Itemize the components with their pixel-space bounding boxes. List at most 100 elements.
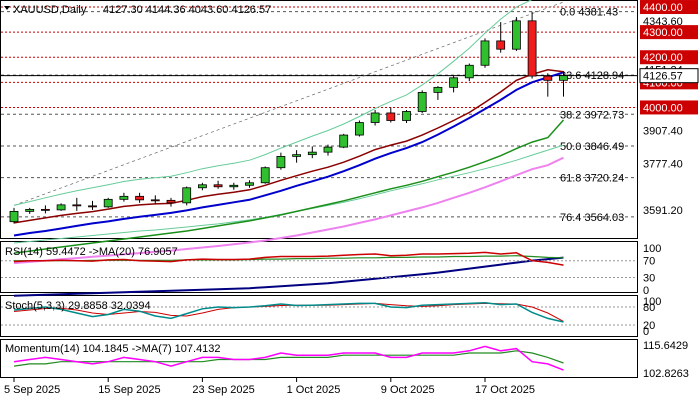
candle <box>480 38 490 68</box>
candle-body <box>543 75 553 81</box>
price-level-badge <box>640 50 698 65</box>
candle <box>464 63 474 82</box>
price-axis-label: 3907.40 <box>643 126 683 138</box>
candle <box>103 197 113 208</box>
price-axis-label: 3777.40 <box>643 158 683 170</box>
chart-header: XAUUSD,Daily 4127.30 4144.36 4043.60 412… <box>4 4 271 16</box>
candle <box>386 107 396 123</box>
price-level-label: 4400.00 <box>643 2 683 14</box>
x-axis-label: 15 Sep 2025 <box>98 384 160 396</box>
fibo-level-label: 76.4 3564.03 <box>560 212 624 224</box>
candle <box>88 200 97 210</box>
fibo-level-label: 0.0 4381.43 <box>560 7 618 19</box>
candle-body <box>72 204 82 207</box>
candle <box>135 192 145 203</box>
candle <box>354 120 364 137</box>
candle-body <box>135 195 145 201</box>
candle-body <box>150 199 160 202</box>
price-axis-label: 3591.20 <box>643 205 683 217</box>
candle <box>449 76 459 93</box>
candle <box>323 144 333 156</box>
x-axis-label: 1 Oct 2025 <box>287 384 341 396</box>
candle <box>543 73 553 97</box>
price-level-label: 4000.00 <box>643 102 683 114</box>
candle <box>339 133 349 149</box>
candle-body <box>41 208 50 211</box>
rsi-line <box>13 251 564 266</box>
rsi-axis-label: 30 <box>643 272 655 284</box>
price-level-label: 4300.00 <box>643 27 683 39</box>
candle <box>496 22 506 53</box>
candle-body <box>307 151 317 156</box>
momentum-axis-label: 102.8263 <box>643 368 689 380</box>
ma-200-line <box>13 156 564 265</box>
candle-body <box>197 184 207 189</box>
candle-body <box>402 111 411 121</box>
momentum-line <box>13 345 564 371</box>
rsi-axis-label: 70 <box>643 256 655 268</box>
stoch-k-line <box>13 302 564 323</box>
candle-body <box>229 184 239 188</box>
candle <box>119 192 129 202</box>
fibo-level-label: 61.8 3720.24 <box>560 173 624 185</box>
candle <box>72 197 82 211</box>
candle <box>276 152 286 170</box>
candle-body <box>386 112 396 121</box>
candle-body <box>527 20 537 77</box>
candle-body <box>88 205 97 208</box>
price-panel-frame <box>0 0 638 239</box>
candle <box>182 186 192 206</box>
candle-body <box>103 198 113 208</box>
candle <box>41 205 50 214</box>
candle <box>527 11 537 79</box>
candle <box>56 203 66 211</box>
stoch-axis-label: 100 <box>643 296 661 308</box>
current-price-label: 4126.57 <box>643 71 683 83</box>
candle-body <box>119 195 129 200</box>
candle-body <box>339 134 349 148</box>
candle-body <box>56 204 66 211</box>
price-level-badge <box>640 0 698 15</box>
rsi-axis-label: 0 <box>643 285 649 297</box>
candle <box>292 150 302 163</box>
chart-ohlc: 4127.30 4144.36 4043.60 4126.57 <box>103 4 271 16</box>
candle-body <box>496 40 506 50</box>
candle <box>402 109 411 124</box>
x-axis: 5 Sep 2025 15 Sep 2025 23 Sep 2025 1 Oct 20… <box>4 378 535 396</box>
momentum-axis-label: 115.6429 <box>643 340 688 352</box>
candle <box>433 86 443 100</box>
candle-body <box>292 154 302 157</box>
candle <box>260 166 270 184</box>
band-upper-line <box>13 0 533 206</box>
candle <box>559 71 568 97</box>
candle <box>150 195 160 205</box>
x-axis-label: 5 Sep 2025 <box>4 384 60 396</box>
ma-fast-line <box>13 69 564 224</box>
candle-body <box>245 182 254 186</box>
candle-body <box>260 167 270 184</box>
momentum-panel-frame <box>0 339 638 378</box>
momentum-label: Momentum(14) 104.1845 ->MA(7) 107.4132 <box>5 343 221 355</box>
candle <box>213 180 223 189</box>
chart-symbol: XAUUSD,Daily <box>13 4 87 16</box>
candle-body <box>480 40 490 66</box>
rsi-label: RSI(14) 59.4472 ->MA(20) 76.9057 <box>5 246 178 258</box>
ma-300-line <box>13 256 564 297</box>
candle <box>229 182 239 190</box>
rsi-axis-label: 100 <box>643 243 661 255</box>
triangle-down-icon[interactable] <box>4 6 10 10</box>
candle-body <box>213 184 223 188</box>
stoch-axis-label: 0 <box>643 326 649 338</box>
candle-body <box>449 77 459 88</box>
candle-body <box>276 156 286 169</box>
stoch-axis-label: 80 <box>643 302 655 314</box>
candle-body <box>9 210 19 223</box>
stoch-axis-label: 20 <box>643 320 655 332</box>
fibo-level-label: 38.2 3972.73 <box>560 109 624 121</box>
stoch-label: Stoch(5,3,3) 29.8858 32.0394 <box>5 300 151 312</box>
